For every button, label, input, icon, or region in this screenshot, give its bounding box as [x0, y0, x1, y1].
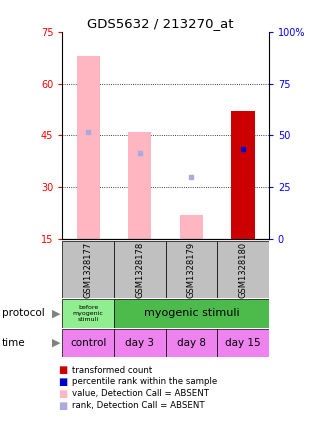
- Text: GSM1328180: GSM1328180: [238, 242, 247, 298]
- Bar: [114, 299, 269, 328]
- Text: percentile rank within the sample: percentile rank within the sample: [72, 377, 217, 387]
- Bar: [76, 56, 100, 239]
- Text: rank, Detection Call = ABSENT: rank, Detection Call = ABSENT: [72, 401, 204, 410]
- Bar: [114, 241, 166, 298]
- Text: day 8: day 8: [177, 338, 206, 348]
- Text: GSM1328177: GSM1328177: [84, 242, 93, 298]
- Text: ■: ■: [58, 377, 67, 387]
- Bar: [166, 241, 217, 298]
- Bar: [128, 132, 151, 239]
- Bar: [62, 241, 114, 298]
- Text: time: time: [2, 338, 25, 348]
- Bar: [62, 299, 114, 328]
- Text: value, Detection Call = ABSENT: value, Detection Call = ABSENT: [72, 389, 209, 398]
- Text: ■: ■: [58, 389, 67, 399]
- Text: control: control: [70, 338, 106, 348]
- Text: ■: ■: [58, 365, 67, 375]
- Text: before
myogenic
stimuli: before myogenic stimuli: [73, 305, 104, 322]
- Bar: [166, 329, 217, 357]
- Text: ▶: ▶: [52, 308, 60, 319]
- Text: protocol: protocol: [2, 308, 44, 319]
- Text: GDS5632 / 213270_at: GDS5632 / 213270_at: [87, 17, 233, 30]
- Text: transformed count: transformed count: [72, 365, 152, 375]
- Text: myogenic stimuli: myogenic stimuli: [144, 308, 239, 319]
- Text: ■: ■: [58, 401, 67, 411]
- Bar: [231, 111, 255, 239]
- Bar: [180, 215, 203, 239]
- Text: GSM1328179: GSM1328179: [187, 242, 196, 298]
- Text: day 15: day 15: [225, 338, 261, 348]
- Bar: [217, 329, 269, 357]
- Text: day 3: day 3: [125, 338, 154, 348]
- Text: GSM1328178: GSM1328178: [135, 242, 144, 298]
- Bar: [217, 241, 269, 298]
- Bar: [114, 329, 166, 357]
- Bar: [62, 329, 114, 357]
- Text: ▶: ▶: [52, 338, 60, 348]
